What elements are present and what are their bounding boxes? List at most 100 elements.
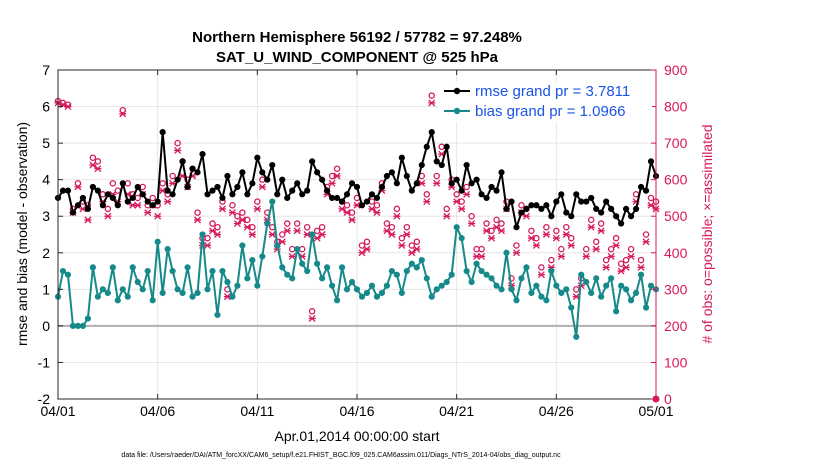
- obs-possible-point: [453, 191, 460, 198]
- obs-possible-point: [393, 205, 401, 213]
- obs-assimilated-point: [174, 146, 182, 154]
- y-tick-label: 2: [42, 245, 50, 261]
- rmse-point: [194, 169, 201, 176]
- legend-rmse-marker: [453, 87, 461, 95]
- obs-possible-point: [308, 308, 316, 315]
- obs-assimilated-point: [348, 216, 356, 224]
- obs-possible-point: [278, 231, 286, 238]
- obs-possible-point: [209, 220, 216, 227]
- rmse-point: [458, 187, 465, 194]
- right-y-tick-label: 100: [664, 354, 688, 370]
- bias-point: [239, 242, 246, 249]
- rmse-point: [478, 191, 485, 198]
- obs-possible-point: [627, 245, 635, 253]
- bias-point: [79, 322, 87, 329]
- bias-point: [149, 297, 156, 304]
- rmse-point: [513, 224, 520, 231]
- x-tick-label: 04/26: [539, 403, 574, 419]
- rmse-point: [578, 198, 585, 205]
- x-axis-label: Apr.01,2014 00:00:00 start: [274, 428, 439, 444]
- bias-point: [99, 286, 106, 293]
- obs-possible-point: [174, 139, 181, 147]
- obs-assimilated-point: [468, 220, 476, 227]
- obs-possible-point: [313, 227, 321, 235]
- rmse-point: [99, 202, 106, 209]
- bias-point: [583, 278, 590, 286]
- bias-point: [523, 264, 530, 271]
- obs-possible-point: [318, 223, 326, 231]
- bias-point: [548, 267, 555, 275]
- bias-point: [468, 278, 475, 286]
- obs-possible-point: [428, 92, 435, 99]
- obs-possible-point: [647, 194, 655, 202]
- obs-assimilated-point: [602, 263, 610, 271]
- obs-possible-point: [483, 220, 490, 227]
- bias-point: [398, 289, 405, 297]
- rmse-point: [358, 202, 366, 209]
- rmse-point: [593, 205, 600, 213]
- bias-point: [319, 275, 326, 282]
- obs-possible-point: [149, 194, 156, 202]
- bias-point: [573, 333, 580, 340]
- rmse-point: [413, 180, 420, 187]
- rmse-point: [239, 169, 246, 176]
- bias-point: [613, 308, 620, 315]
- bias-point: [119, 286, 126, 293]
- obs-assimilated-point: [498, 227, 506, 235]
- y-tick-label: 1: [42, 281, 50, 297]
- obs-possible-point: [642, 231, 650, 238]
- x-tick-label: 04/01: [40, 403, 75, 419]
- rmse-point: [299, 191, 306, 198]
- rmse-point: [642, 187, 650, 194]
- obs-possible-point: [398, 234, 406, 242]
- obs-possible-point: [548, 256, 555, 264]
- x-tick-label: 04/21: [439, 403, 474, 419]
- rmse-point: [264, 176, 271, 183]
- bias-point: [59, 267, 67, 275]
- rmse-point: [543, 202, 550, 209]
- bias-point: [304, 267, 311, 275]
- y-axis-ticks: -2 -1 0 1 2 3 4 5 6 7: [38, 62, 63, 407]
- bias-point: [224, 278, 231, 286]
- obs-possible-point: [373, 202, 381, 209]
- rmse-point: [647, 158, 655, 165]
- rmse-point: [74, 202, 82, 209]
- obs-assimilated-point: [587, 223, 595, 231]
- bias-point: [498, 286, 505, 293]
- bias-point: [69, 322, 77, 329]
- bias-point: [363, 289, 371, 297]
- obs-assimilated-point: [358, 249, 366, 257]
- obs-possible-point: [573, 286, 580, 293]
- bias-point: [289, 275, 296, 282]
- bias-point: [269, 198, 276, 205]
- obs-assimilated-point: [268, 231, 276, 238]
- rmse-point: [174, 176, 181, 183]
- rmse-point: [129, 194, 136, 202]
- x-tick-label: 04/11: [240, 403, 274, 419]
- rmse-point: [408, 187, 415, 194]
- obs-possible-point: [159, 180, 166, 187]
- obs-assimilated-point: [288, 252, 296, 260]
- rmse-point: [418, 161, 425, 169]
- rmse-point: [573, 191, 580, 198]
- bias-point: [478, 267, 485, 275]
- bias-point: [632, 289, 640, 297]
- bias-point: [488, 275, 495, 282]
- bias-point: [244, 275, 251, 282]
- rmse-point: [493, 187, 500, 194]
- bias-point: [309, 231, 316, 238]
- obs-assimilated-point: [373, 209, 381, 217]
- obs-possible-point: [119, 106, 127, 114]
- bias-point: [647, 282, 655, 289]
- bias-point: [234, 282, 241, 289]
- rmse-point: [468, 180, 475, 187]
- bias-point: [588, 289, 595, 297]
- obs-possible-point: [533, 234, 540, 242]
- obs-possible-point: [94, 158, 102, 165]
- obs-assimilated-point: [228, 209, 236, 217]
- bias-point: [299, 260, 306, 267]
- right-y-axis-label: # of obs: o=possible; ×=assimilated: [699, 124, 715, 343]
- bias-point: [343, 286, 351, 293]
- bias-point: [518, 275, 525, 282]
